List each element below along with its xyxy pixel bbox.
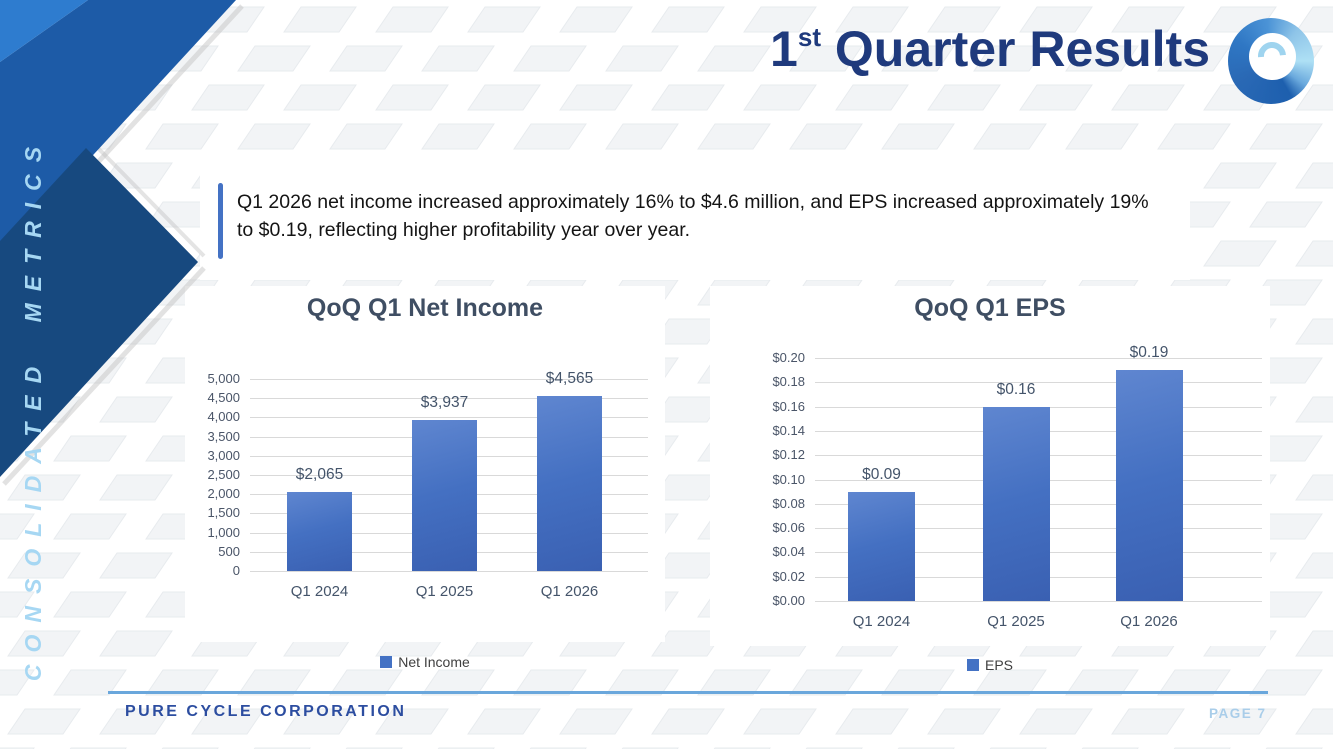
y-axis-tick-label: $0.12 (772, 447, 805, 463)
gridline (250, 417, 648, 419)
y-axis-tick-label: $0.00 (772, 593, 805, 608)
eps-legend-label: EPS (984, 657, 1013, 673)
sidebar-vertical-label: CONSOLIDATED METRICS (20, 134, 46, 682)
bar-q1-2026 (1115, 370, 1183, 601)
gridline (250, 571, 648, 572)
x-axis-category-label: Q1 2026 (1120, 613, 1178, 630)
y-axis-tick-label: $0.16 (772, 398, 805, 414)
data-label: $3,937 (420, 393, 469, 411)
data-label: $4,565 (545, 369, 594, 387)
y-axis-tick-label: 3,000 (207, 447, 240, 463)
data-label: $0.09 (862, 465, 901, 483)
callout-accent-bar (218, 183, 223, 259)
net-income-legend-label: Net Income (398, 654, 470, 670)
bar-q1-2024 (287, 491, 352, 571)
net-income-legend: Net Income (185, 653, 665, 671)
eps-legend: EPS (710, 656, 1270, 674)
corner-ribbon-graphic (0, 0, 244, 486)
gridline (250, 379, 648, 380)
y-axis-tick-label: $0.02 (772, 568, 805, 584)
y-axis-tick-label: $0.20 (772, 350, 805, 365)
y-axis-tick-label: 1,000 (207, 524, 240, 540)
page-title: 1st Quarter Results (310, 20, 1210, 78)
gridline (815, 601, 1262, 602)
y-axis-tick-label: 0 (232, 563, 240, 578)
callout-line-1: Q1 2026 net income increased approximate… (237, 191, 1149, 213)
y-axis-tick-label: 1,500 (207, 505, 240, 521)
callout-panel (200, 150, 1190, 280)
eps-chart-title: QoQ Q1 EPS (914, 294, 1066, 322)
footer-divider (108, 691, 1268, 694)
eps-legend-swatch-icon (966, 659, 979, 671)
callout-line-2: to $0.19, reflecting higher profitabilit… (237, 219, 691, 241)
y-axis-tick-label: 2,500 (207, 467, 240, 482)
footer-page-number: PAGE 7 (1209, 706, 1267, 721)
x-axis-category-label: Q1 2024 (852, 613, 911, 630)
y-axis-tick-label: $0.08 (772, 495, 805, 511)
logo-inner-circle (1249, 33, 1296, 80)
data-label: $0.19 (1129, 344, 1169, 362)
y-axis-tick-label: 3,500 (207, 428, 240, 444)
data-label: $2,065 (295, 465, 344, 483)
y-axis-tick-label: 2,000 (207, 486, 240, 502)
x-axis-category-label: Q1 2025 (415, 583, 474, 600)
y-axis-tick-label: $0.10 (772, 471, 805, 487)
bar-q1-2026 (537, 395, 602, 571)
net-income-chart: QoQ Q1 Net Income 0 500 1,000 1,500 2,000 2,5… (185, 288, 665, 640)
title-text: Quarter Results (820, 21, 1210, 77)
gridline (250, 398, 648, 400)
y-axis-tick-label: $0.18 (772, 374, 805, 390)
net-income-legend-swatch-icon (380, 656, 393, 668)
y-axis-tick-label: $0.14 (772, 422, 805, 438)
eps-chart: QoQ Q1 EPS $0.00 $0.02 $0.04 $0.06 $0.08 $0.1… (710, 288, 1270, 648)
net-income-chart-title: QoQ Q1 Net Income (306, 294, 544, 322)
footer-company: PURE CYCLE CORPORATION (125, 703, 407, 720)
callout-text: Q1 2026 net income increased approximate… (237, 188, 1157, 244)
title-number: 1 (770, 21, 798, 77)
x-axis-category-label: Q1 2025 (987, 613, 1045, 630)
gridline (815, 358, 1262, 359)
summary-callout: Q1 2026 net income increased approximate… (215, 172, 1165, 272)
bar-q1-2025 (982, 406, 1050, 601)
y-axis-tick-label: $0.04 (772, 544, 805, 560)
bar-q1-2025 (412, 419, 477, 571)
pure-cycle-logo-icon (1228, 18, 1314, 104)
x-axis-category-label: Q1 2026 (540, 583, 599, 600)
x-axis-category-label: Q1 2024 (290, 583, 349, 600)
bar-q1-2024 (848, 491, 915, 601)
y-axis-tick-label: 5,000 (207, 371, 240, 386)
y-axis-tick-label: 500 (218, 543, 240, 559)
title-ordinal: st (797, 22, 821, 52)
y-axis-tick-label: 4,000 (207, 409, 240, 425)
data-label: $0.16 (996, 380, 1036, 398)
gridline (815, 382, 1262, 384)
y-axis-tick-label: $0.06 (772, 520, 805, 536)
y-axis-tick-label: 4,500 (207, 390, 240, 406)
